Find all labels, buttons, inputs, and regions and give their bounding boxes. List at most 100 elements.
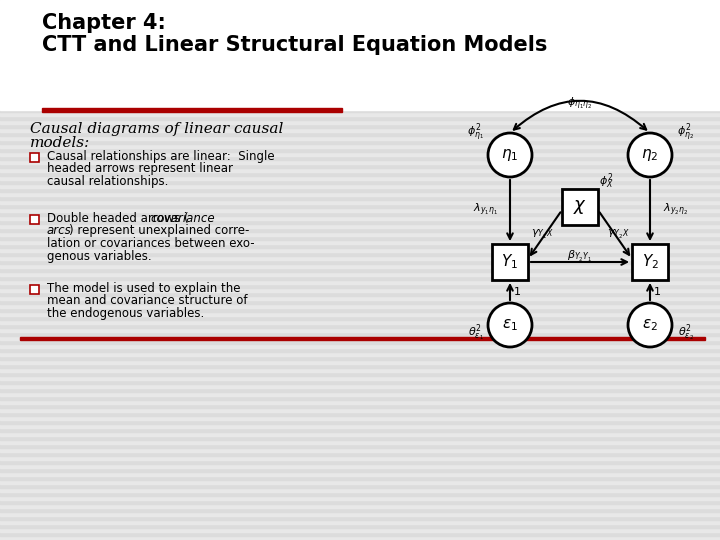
Circle shape bbox=[628, 303, 672, 347]
Bar bbox=[0, 388, 720, 392]
Bar bbox=[0, 112, 720, 116]
Text: CTT and Linear Structural Equation Models: CTT and Linear Structural Equation Model… bbox=[42, 35, 547, 55]
FancyArrowPatch shape bbox=[647, 285, 653, 300]
Bar bbox=[20, 337, 705, 340]
Text: $\beta_{Y_2Y_1}$: $\beta_{Y_2Y_1}$ bbox=[567, 248, 593, 264]
Bar bbox=[0, 88, 720, 92]
Bar bbox=[0, 136, 720, 140]
Text: covariance: covariance bbox=[150, 212, 215, 225]
Text: $\gamma_{Y_1X}$: $\gamma_{Y_1X}$ bbox=[531, 227, 553, 240]
Bar bbox=[0, 68, 720, 72]
Bar bbox=[0, 296, 720, 300]
Bar bbox=[0, 292, 720, 296]
Text: $\theta^2_{\varepsilon_2}$: $\theta^2_{\varepsilon_2}$ bbox=[678, 322, 694, 343]
Bar bbox=[0, 376, 720, 380]
Bar bbox=[0, 464, 720, 468]
FancyArrowPatch shape bbox=[531, 212, 560, 255]
Bar bbox=[0, 20, 720, 24]
Bar bbox=[30, 285, 39, 294]
Bar bbox=[0, 76, 720, 80]
Bar bbox=[0, 148, 720, 152]
Text: 1: 1 bbox=[513, 287, 521, 297]
Text: $\eta_1$: $\eta_1$ bbox=[501, 147, 518, 163]
Text: $\varepsilon_1$: $\varepsilon_1$ bbox=[502, 317, 518, 333]
Bar bbox=[0, 200, 720, 204]
Bar bbox=[0, 188, 720, 192]
Bar bbox=[0, 396, 720, 400]
Bar bbox=[0, 124, 720, 128]
Circle shape bbox=[488, 133, 532, 177]
Bar bbox=[0, 408, 720, 412]
Bar bbox=[0, 128, 720, 132]
Bar bbox=[632, 244, 668, 280]
Bar bbox=[0, 328, 720, 332]
Bar bbox=[0, 216, 720, 220]
Bar bbox=[0, 280, 720, 284]
Bar bbox=[0, 116, 720, 120]
Text: arcs: arcs bbox=[47, 224, 72, 237]
Bar bbox=[42, 108, 342, 112]
Bar bbox=[0, 420, 720, 424]
Bar bbox=[0, 8, 720, 12]
FancyArrowPatch shape bbox=[514, 101, 646, 130]
Bar bbox=[0, 512, 720, 516]
Bar bbox=[0, 520, 720, 524]
Bar bbox=[0, 344, 720, 348]
Bar bbox=[492, 244, 528, 280]
Bar bbox=[0, 276, 720, 280]
Bar bbox=[0, 412, 720, 416]
Bar bbox=[0, 172, 720, 176]
Circle shape bbox=[628, 133, 672, 177]
Text: The model is used to explain the: The model is used to explain the bbox=[47, 282, 240, 295]
Bar bbox=[0, 536, 720, 540]
Bar bbox=[0, 144, 720, 148]
Bar bbox=[0, 352, 720, 356]
Bar bbox=[0, 260, 720, 264]
FancyArrowPatch shape bbox=[647, 180, 653, 239]
Text: headed arrows represent linear: headed arrows represent linear bbox=[47, 162, 233, 175]
Bar bbox=[0, 360, 720, 364]
Bar bbox=[0, 84, 720, 88]
Bar bbox=[0, 0, 720, 110]
Bar bbox=[0, 440, 720, 444]
Bar bbox=[0, 472, 720, 476]
Bar bbox=[0, 424, 720, 428]
Bar bbox=[0, 220, 720, 224]
Text: $\theta^2_{\varepsilon_1}$: $\theta^2_{\varepsilon_1}$ bbox=[468, 322, 484, 343]
Bar bbox=[0, 532, 720, 536]
Bar bbox=[0, 36, 720, 40]
Text: lation or covariances between exo-: lation or covariances between exo- bbox=[47, 237, 255, 250]
Bar bbox=[0, 500, 720, 504]
Bar bbox=[0, 32, 720, 36]
Bar bbox=[0, 12, 720, 16]
Bar bbox=[0, 312, 720, 316]
Bar bbox=[0, 152, 720, 156]
Text: $\lambda_{y_2\eta_2}$: $\lambda_{y_2\eta_2}$ bbox=[663, 202, 688, 218]
Bar bbox=[0, 240, 720, 244]
Text: $\gamma_{Y_2X}$: $\gamma_{Y_2X}$ bbox=[607, 227, 629, 240]
Bar bbox=[0, 332, 720, 336]
Bar bbox=[0, 368, 720, 372]
Bar bbox=[0, 476, 720, 480]
Bar bbox=[0, 508, 720, 512]
Text: Causal relationships are linear:  Single: Causal relationships are linear: Single bbox=[47, 150, 274, 163]
Bar bbox=[0, 0, 720, 4]
Bar bbox=[0, 380, 720, 384]
Bar bbox=[0, 432, 720, 436]
Bar bbox=[0, 308, 720, 312]
Text: causal relationships.: causal relationships. bbox=[47, 175, 168, 188]
Bar bbox=[0, 156, 720, 160]
Text: $\phi^2_{\eta_1}$: $\phi^2_{\eta_1}$ bbox=[467, 122, 485, 144]
Text: the endogenous variables.: the endogenous variables. bbox=[47, 307, 204, 320]
Bar bbox=[0, 428, 720, 432]
Bar bbox=[0, 16, 720, 20]
Bar bbox=[0, 348, 720, 352]
Bar bbox=[0, 448, 720, 452]
Bar bbox=[0, 416, 720, 420]
FancyArrowPatch shape bbox=[507, 180, 513, 239]
Bar bbox=[0, 392, 720, 396]
Text: 1: 1 bbox=[654, 287, 660, 297]
Bar bbox=[0, 300, 720, 304]
Bar bbox=[0, 316, 720, 320]
Bar bbox=[0, 224, 720, 228]
